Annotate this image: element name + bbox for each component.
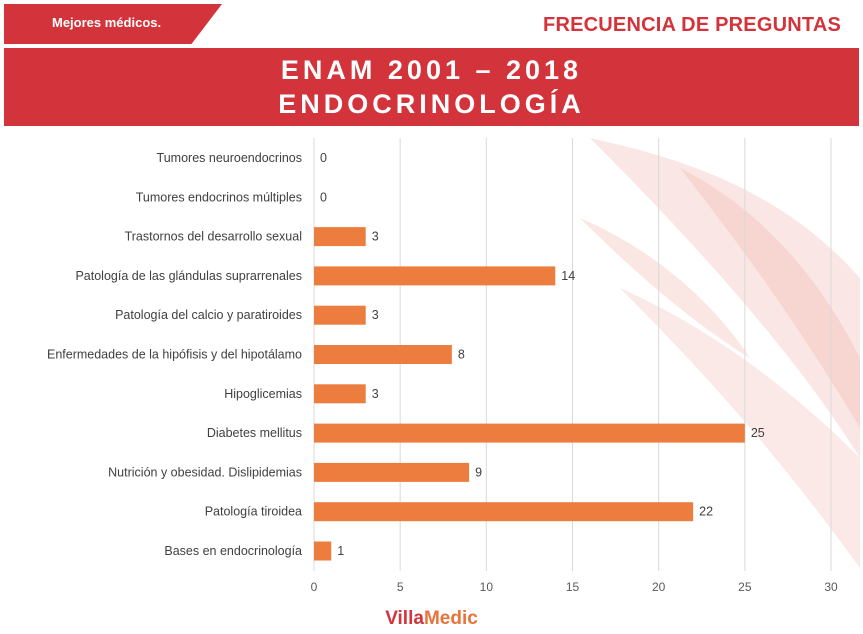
tagline-badge [4,4,222,44]
category-label: Hipoglicemias [224,387,302,401]
section-title: FRECUENCIA DE PREGUNTAS [543,14,841,36]
category-label: Patología tiroidea [205,505,302,519]
data-label: 3 [372,387,379,401]
x-tick-label: 30 [824,580,838,594]
category-label: Bases en endocrinología [164,544,302,558]
category-label: Nutrición y obesidad. Dislipidemias [108,465,302,479]
logo-part1: Villa [385,608,424,629]
data-label: 3 [372,308,379,322]
banner-title-line1: ENAM 2001 – 2018 [280,55,583,85]
data-label: 0 [320,190,327,204]
tagline-text: Mejores médicos. [52,15,162,30]
banner-title-line2: ENDOCRINOLOGÍA [278,89,585,119]
bar [314,423,745,443]
category-label: Enfermedades de la hipófisis y del hipot… [47,348,302,362]
title-banner: ENAM 2001 – 2018 ENDOCRINOLOGÍA [4,48,859,126]
data-label: 8 [458,348,465,362]
category-label: Patología de las glándulas suprarrenales [75,269,302,283]
bar [314,305,366,325]
data-label: 25 [751,426,765,440]
bar [314,384,366,404]
logo-part2: Medic [423,608,478,629]
category-label: Tumores endocrinos múltiples [136,190,302,204]
bar [314,541,332,561]
data-label: 22 [699,505,713,519]
data-label: 3 [372,230,379,244]
villamedic-logo: VillaMedic [0,608,863,630]
bar [314,266,556,286]
x-tick-label: 15 [566,580,580,594]
data-label: 1 [337,544,344,558]
data-label: 0 [320,151,327,165]
bar [314,227,366,247]
phoenix-watermark [580,138,860,568]
category-label: Trastornos del desarrollo sexual [125,230,302,244]
x-tick-label: 25 [738,580,752,594]
category-label: Diabetes mellitus [207,426,302,440]
bar [314,462,470,482]
x-tick-label: 0 [311,580,318,594]
category-label: Patología del calcio y paratiroides [115,308,302,322]
data-label: 9 [475,465,482,479]
x-tick-label: 10 [480,580,494,594]
x-tick-label: 20 [652,580,666,594]
bar [314,345,452,364]
x-tick-label: 5 [397,580,404,594]
bar [314,502,694,522]
data-label: 14 [561,269,575,283]
category-label: Tumores neuroendocrinos [157,151,302,165]
